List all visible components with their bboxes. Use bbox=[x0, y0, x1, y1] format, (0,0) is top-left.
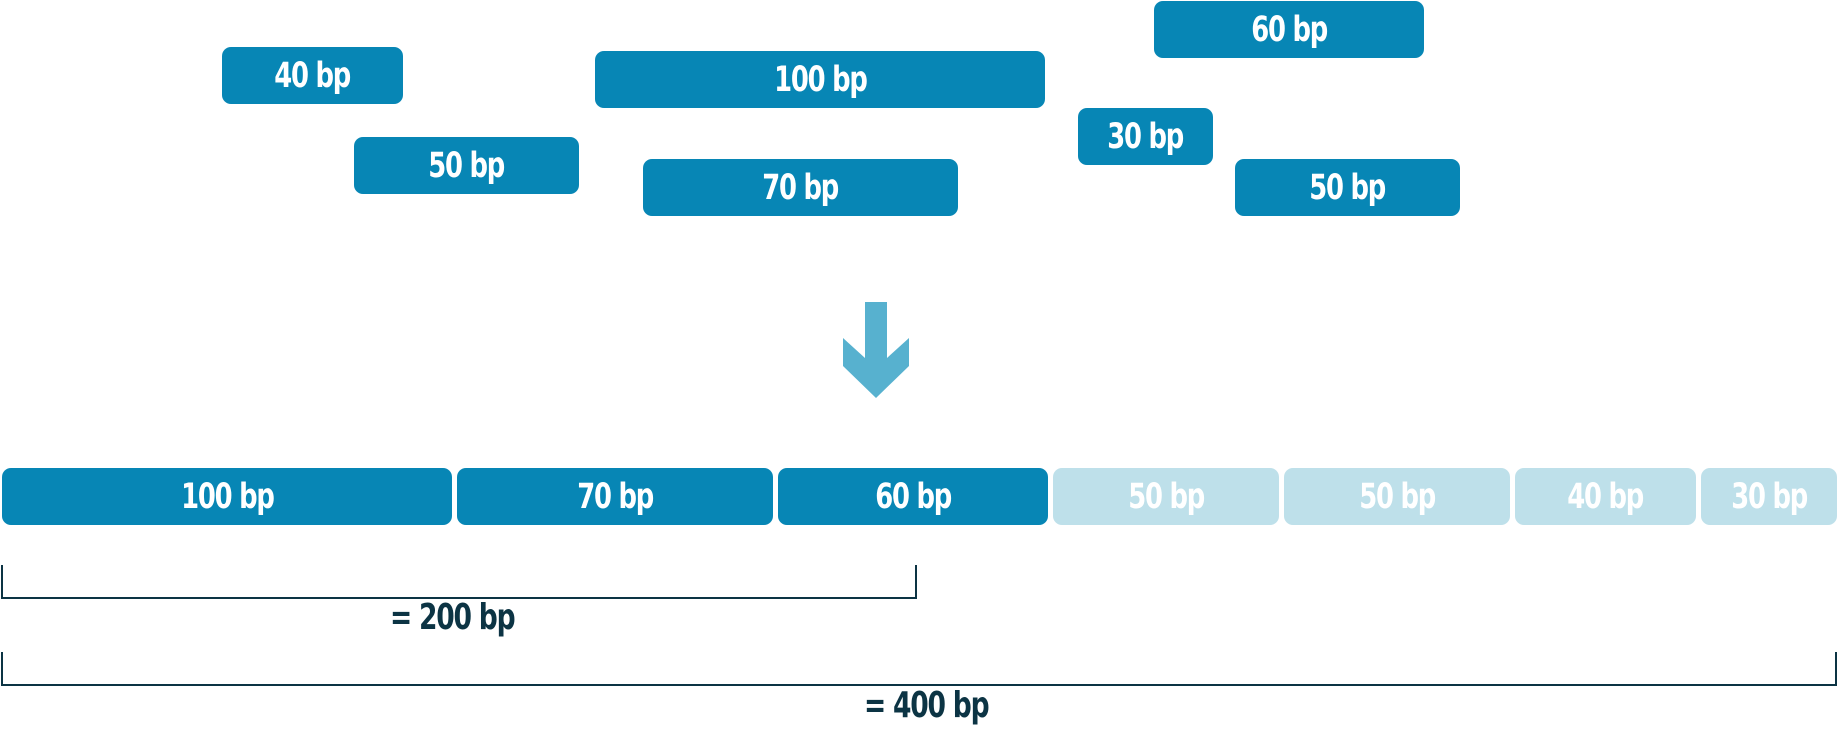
partial-sum-bracket bbox=[1, 565, 917, 599]
down-arrow-icon bbox=[843, 302, 909, 398]
total-sum-label: = 400 bp bbox=[864, 685, 990, 726]
sorted-fragment-faded: 50 bp bbox=[1053, 468, 1279, 525]
sorted-fragment: 100 bp bbox=[2, 468, 452, 525]
input-fragment: 60 bp bbox=[1154, 1, 1424, 58]
sorted-fragment: 60 bp bbox=[778, 468, 1048, 525]
input-fragment: 50 bp bbox=[1235, 159, 1460, 216]
partial-sum-label: = 200 bp bbox=[390, 597, 516, 638]
sorted-fragment-faded: 30 bp bbox=[1701, 468, 1837, 525]
input-fragment: 100 bp bbox=[595, 51, 1045, 108]
sorted-fragment-faded: 50 bp bbox=[1284, 468, 1510, 525]
sorted-fragment-faded: 40 bp bbox=[1515, 468, 1696, 525]
input-fragment: 70 bp bbox=[643, 159, 958, 216]
input-fragment: 50 bp bbox=[354, 137, 579, 194]
input-fragment: 30 bp bbox=[1078, 108, 1213, 165]
input-fragment: 40 bp bbox=[222, 47, 403, 104]
total-sum-bracket bbox=[1, 652, 1837, 686]
sorted-fragment: 70 bp bbox=[457, 468, 773, 525]
